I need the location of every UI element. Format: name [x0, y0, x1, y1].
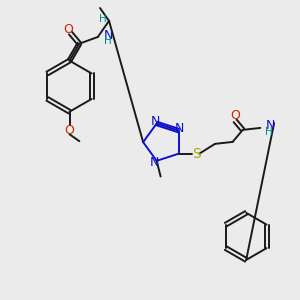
Text: S: S — [192, 147, 201, 161]
Text: O: O — [230, 110, 240, 122]
Text: H: H — [99, 14, 107, 24]
Text: O: O — [64, 124, 74, 137]
Text: H: H — [265, 127, 273, 137]
Text: H: H — [104, 36, 111, 46]
Text: N: N — [175, 122, 184, 135]
Text: N: N — [265, 119, 275, 133]
Text: N: N — [150, 156, 159, 169]
Text: N: N — [104, 29, 113, 43]
Text: N: N — [151, 115, 160, 128]
Text: O: O — [64, 23, 74, 36]
